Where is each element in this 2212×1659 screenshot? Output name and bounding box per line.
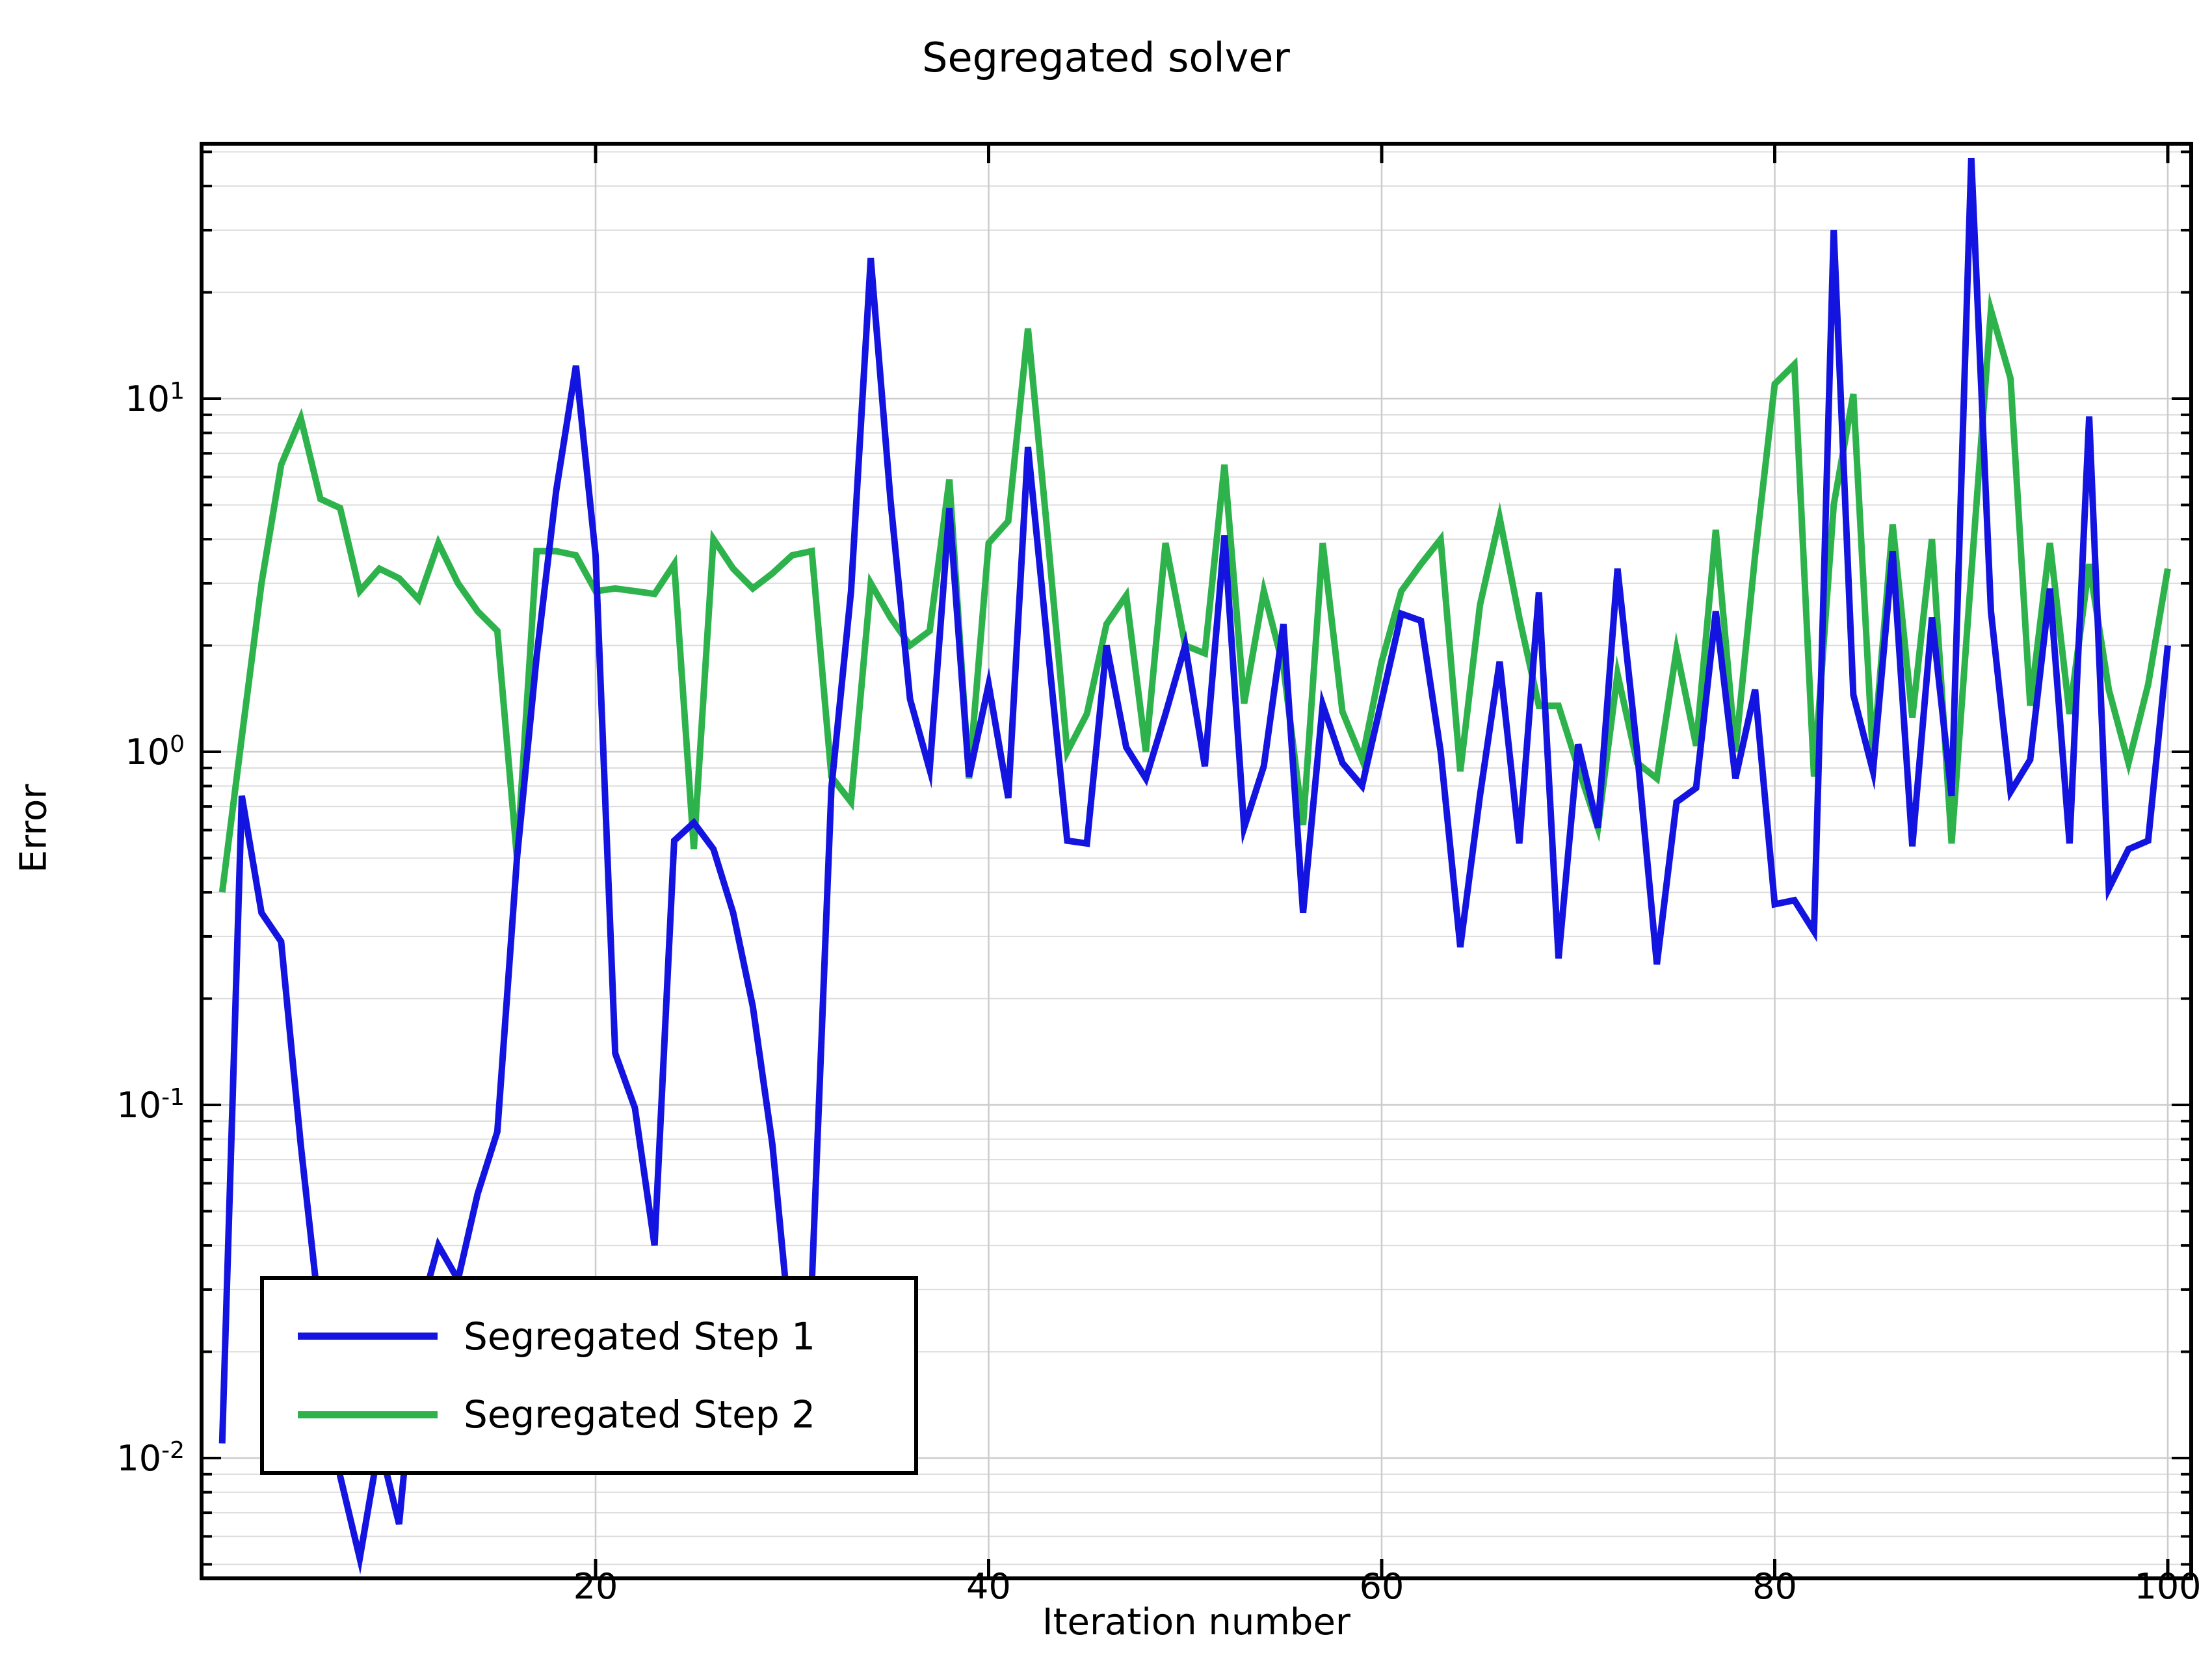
legend-item-step2: Segregated Step 2: [264, 1392, 914, 1437]
chart-title: Segregated solver: [922, 34, 1290, 81]
legend-box: Segregated Step 1 Segregated Step 2: [260, 1276, 918, 1475]
legend-label-step2: Segregated Step 2: [464, 1392, 816, 1437]
x-tick-label: 20: [573, 1566, 618, 1607]
y-tick-label: 10-2: [116, 1437, 185, 1479]
legend-label-step1: Segregated Step 1: [464, 1314, 816, 1359]
x-tick-label: 80: [1752, 1566, 1797, 1607]
x-tick-label: 60: [1359, 1566, 1404, 1607]
y-axis-label: Error: [12, 784, 55, 873]
legend-line-step1: [298, 1333, 438, 1340]
legend-item-step1: Segregated Step 1: [264, 1314, 914, 1359]
y-tick-label: 100: [125, 731, 185, 773]
y-tick-label: 10-1: [116, 1084, 185, 1126]
x-tick-label: 100: [2134, 1566, 2202, 1607]
legend-line-step2: [298, 1411, 438, 1418]
x-tick-label: 40: [966, 1566, 1011, 1607]
x-axis-label: Iteration number: [1042, 1601, 1350, 1643]
series-segregated-step-1: [218, 157, 2171, 1575]
y-tick-label: 101: [125, 378, 185, 419]
series-segregated-step-2: [218, 291, 2171, 893]
